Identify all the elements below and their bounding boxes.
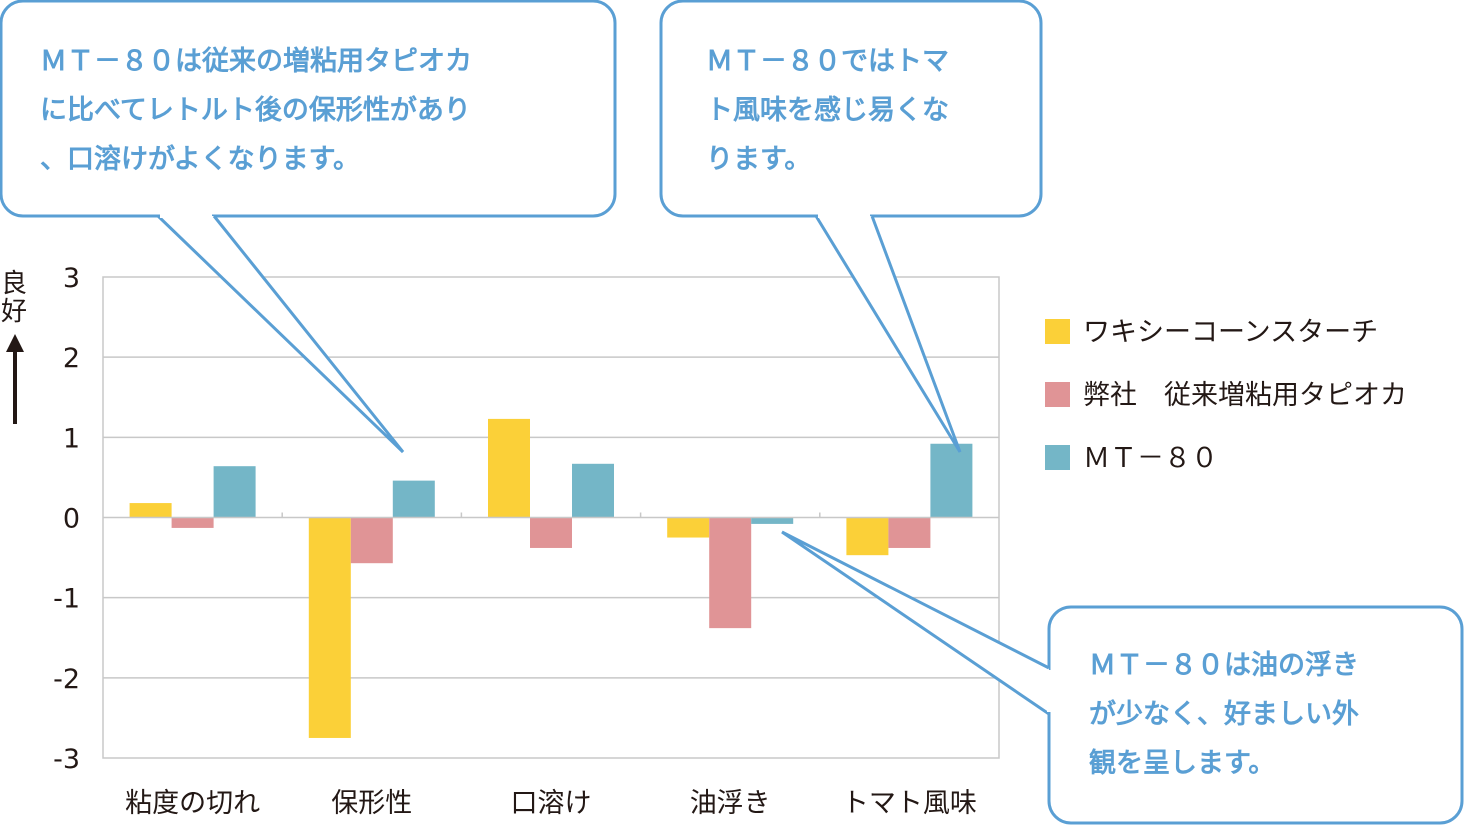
bar — [751, 517, 794, 524]
bar — [888, 517, 931, 548]
y-tick-label: -3 — [53, 744, 80, 775]
callout-text-line: ト風味を感じ易くな — [706, 94, 949, 126]
y-axis-label-char-1: 良 — [1, 269, 27, 299]
x-category-label: トマト風味 — [842, 788, 977, 819]
y-tick-label: -1 — [53, 584, 80, 615]
legend-label: 弊社 従来増粘用タピオカ — [1083, 380, 1407, 411]
bar — [350, 517, 393, 564]
zero-line — [103, 512, 999, 519]
x-category-label: 口溶け — [511, 788, 592, 819]
y-tick-label: 0 — [63, 504, 80, 535]
callout-text-line: ＭＴ－８０ではトマ — [706, 46, 949, 77]
callout-text-line: 観を呈します。 — [1089, 747, 1275, 779]
bar — [488, 418, 530, 518]
bar — [308, 517, 351, 738]
callout-box: ＭＴ－８０は従来の増粘用タピオカに比べてレトルト後の保形性があり、口溶けがよくな… — [0, 0, 617, 454]
x-category-label: 油浮き — [690, 788, 771, 819]
legend-swatch — [1045, 382, 1070, 407]
legend-label: ワキシーコーンスターチ — [1083, 317, 1378, 348]
up-arrow-icon — [6, 334, 24, 424]
callout-text-line: に比べてレトルト後の保形性があり — [40, 94, 471, 126]
legend-swatch — [1045, 319, 1070, 344]
legend-swatch — [1045, 445, 1070, 470]
y-tick-label: -2 — [53, 664, 80, 695]
bar — [709, 517, 752, 629]
y-tick-label: 2 — [63, 343, 80, 374]
x-category-label: 保形性 — [331, 788, 412, 819]
y-tick-label: 3 — [63, 263, 80, 294]
callout-text-line: ります。 — [706, 144, 811, 175]
gridlines — [103, 356, 999, 679]
bar — [667, 517, 710, 538]
bars — [129, 418, 973, 738]
bar — [572, 463, 614, 518]
x-category-label: 粘度の切れ — [125, 788, 260, 819]
y-axis-label-char-2: 好 — [1, 297, 27, 327]
bar — [530, 517, 572, 548]
legend-label: ＭＴ－８０ — [1083, 443, 1218, 474]
callout-text-line: ＭＴ－８０は油の浮き — [1089, 650, 1359, 681]
x-axis-categories: 粘度の切れ 保形性 口溶け 油浮き トマト風味 — [125, 788, 977, 819]
bar — [213, 466, 256, 518]
bar — [930, 443, 973, 518]
bar — [392, 480, 435, 518]
callout-text-line: 、口溶けがよくなります。 — [40, 143, 360, 175]
bar — [171, 517, 214, 528]
y-axis-ticks: 3 2 1 0 -1 -2 -3 — [53, 263, 80, 775]
y-tick-label: 1 — [63, 423, 80, 454]
callout-text-line: ＭＴ－８０は従来の増粘用タピオカ — [40, 45, 472, 77]
bar — [846, 517, 889, 556]
callout-text-line: が少なく、好ましい外 — [1089, 698, 1359, 730]
bar — [129, 503, 172, 518]
